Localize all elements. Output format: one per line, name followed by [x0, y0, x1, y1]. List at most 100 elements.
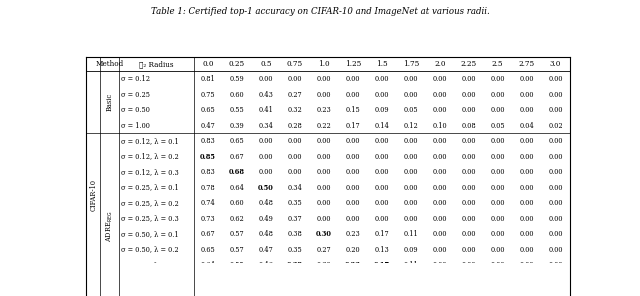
Text: σ = 1.00: σ = 1.00 [121, 122, 150, 130]
Text: 0.65: 0.65 [201, 246, 216, 254]
Text: 0.16: 0.16 [374, 292, 389, 296]
Text: 0.00: 0.00 [490, 106, 505, 114]
Text: 0.75: 0.75 [287, 60, 303, 68]
Text: 0.09: 0.09 [374, 106, 389, 114]
Text: 0.41: 0.41 [230, 292, 244, 296]
Text: 0.00: 0.00 [519, 106, 534, 114]
Text: 0.00: 0.00 [490, 199, 505, 207]
Text: 0.00: 0.00 [490, 75, 505, 83]
Text: 0.60: 0.60 [230, 91, 244, 99]
Text: σ = 0.50, λ = 0.3: σ = 0.50, λ = 0.3 [121, 261, 179, 269]
Text: 0.30: 0.30 [316, 230, 332, 238]
Text: 0.49: 0.49 [259, 215, 273, 223]
Text: 0.00: 0.00 [490, 230, 505, 238]
Text: 2.75: 2.75 [518, 60, 534, 68]
Text: 0.00: 0.00 [461, 246, 476, 254]
Text: 0.00: 0.00 [317, 199, 331, 207]
Text: 0.00: 0.00 [317, 91, 331, 99]
Text: 0.48: 0.48 [259, 199, 273, 207]
Text: 0.00: 0.00 [490, 137, 505, 145]
Text: 1.75: 1.75 [403, 60, 419, 68]
Text: 0.18: 0.18 [346, 292, 360, 296]
Text: 0.00: 0.00 [433, 91, 447, 99]
Text: σ = 1.00, λ = 0.1: σ = 1.00, λ = 0.1 [121, 276, 179, 284]
Text: 0.00: 0.00 [288, 168, 302, 176]
Text: 0.00: 0.00 [490, 91, 505, 99]
Text: 0.00: 0.00 [404, 215, 418, 223]
Text: Table 1: Certified top-1 accuracy on CIFAR-10 and ImageNet at various radii.: Table 1: Certified top-1 accuracy on CIF… [150, 7, 490, 16]
Text: 0.00: 0.00 [404, 152, 418, 160]
Text: 0.02: 0.02 [548, 276, 563, 284]
Text: 0.17: 0.17 [346, 122, 360, 130]
Text: 0.00: 0.00 [404, 137, 418, 145]
Text: 0.00: 0.00 [433, 75, 447, 83]
Text: 0.65: 0.65 [201, 106, 216, 114]
Text: 0.00: 0.00 [346, 75, 360, 83]
Text: 0.48: 0.48 [259, 230, 273, 238]
Text: 0.57: 0.57 [230, 230, 244, 238]
Text: 0.00: 0.00 [374, 168, 389, 176]
Text: 0.00: 0.00 [259, 152, 273, 160]
Text: 0.00: 0.00 [548, 246, 563, 254]
Text: ADRE$_\mathrm{REG}$: ADRE$_\mathrm{REG}$ [104, 210, 115, 242]
Text: 0.05: 0.05 [490, 122, 505, 130]
Text: σ = 0.25: σ = 0.25 [121, 91, 150, 99]
Text: 0.30: 0.30 [317, 261, 332, 269]
Text: 0.00: 0.00 [548, 152, 563, 160]
Text: 0.60: 0.60 [230, 199, 244, 207]
Text: 0.47: 0.47 [259, 246, 273, 254]
Text: 0.25: 0.25 [229, 60, 245, 68]
Text: 0.05: 0.05 [490, 276, 505, 284]
Text: 0.00: 0.00 [519, 199, 534, 207]
Text: 0.02: 0.02 [548, 292, 563, 296]
Text: 0.00: 0.00 [346, 215, 360, 223]
Text: 0.00: 0.00 [404, 168, 418, 176]
Text: 0.35: 0.35 [287, 246, 302, 254]
Text: 0.00: 0.00 [288, 137, 302, 145]
Text: 0.68: 0.68 [229, 168, 245, 176]
Text: 0.00: 0.00 [490, 261, 505, 269]
Text: 0.23: 0.23 [346, 230, 360, 238]
Text: 0.64: 0.64 [230, 184, 244, 192]
Text: 0.35: 0.35 [259, 292, 273, 296]
Text: σ = 0.25, λ = 0.3: σ = 0.25, λ = 0.3 [121, 215, 179, 223]
Text: 0.00: 0.00 [433, 230, 447, 238]
Text: 0.78: 0.78 [201, 184, 216, 192]
Text: 0.00: 0.00 [317, 184, 331, 192]
Text: 0.14: 0.14 [403, 292, 418, 296]
Text: 0.00: 0.00 [404, 184, 418, 192]
Text: ℓ₂ Radius: ℓ₂ Radius [139, 60, 173, 68]
Text: 0.11: 0.11 [433, 276, 447, 284]
Text: 0.06: 0.06 [490, 292, 505, 296]
Text: 2.0: 2.0 [434, 60, 445, 68]
Text: 0.00: 0.00 [548, 230, 563, 238]
Text: 0.28: 0.28 [287, 122, 302, 130]
Text: 0.00: 0.00 [548, 184, 563, 192]
Text: σ = 0.12, λ = 0.3: σ = 0.12, λ = 0.3 [121, 168, 179, 176]
Text: 0.36: 0.36 [259, 276, 273, 284]
Text: 0.35: 0.35 [287, 199, 302, 207]
Text: 0.00: 0.00 [490, 184, 505, 192]
Text: σ = 0.50: σ = 0.50 [121, 106, 150, 114]
Text: 0.00: 0.00 [259, 168, 273, 176]
Text: 0.08: 0.08 [461, 276, 476, 284]
Text: 0.03: 0.03 [519, 276, 534, 284]
Text: 0.00: 0.00 [490, 246, 505, 254]
Text: 0.32: 0.32 [287, 106, 302, 114]
Text: 0.00: 0.00 [519, 75, 534, 83]
Text: 0.09: 0.09 [403, 246, 418, 254]
Text: 0.75: 0.75 [201, 91, 216, 99]
Text: 0.23: 0.23 [317, 106, 332, 114]
Text: 0.00: 0.00 [548, 215, 563, 223]
Text: 0.22: 0.22 [317, 292, 332, 296]
Text: 0.13: 0.13 [403, 276, 418, 284]
Text: 0.00: 0.00 [374, 91, 389, 99]
Text: 0.00: 0.00 [461, 215, 476, 223]
Text: 0.00: 0.00 [346, 184, 360, 192]
Text: 0.00: 0.00 [461, 230, 476, 238]
Text: 0.00: 0.00 [404, 91, 418, 99]
Text: 0.00: 0.00 [346, 168, 360, 176]
Text: 0.00: 0.00 [433, 261, 447, 269]
Text: 3.0: 3.0 [550, 60, 561, 68]
Text: 2.25: 2.25 [461, 60, 477, 68]
